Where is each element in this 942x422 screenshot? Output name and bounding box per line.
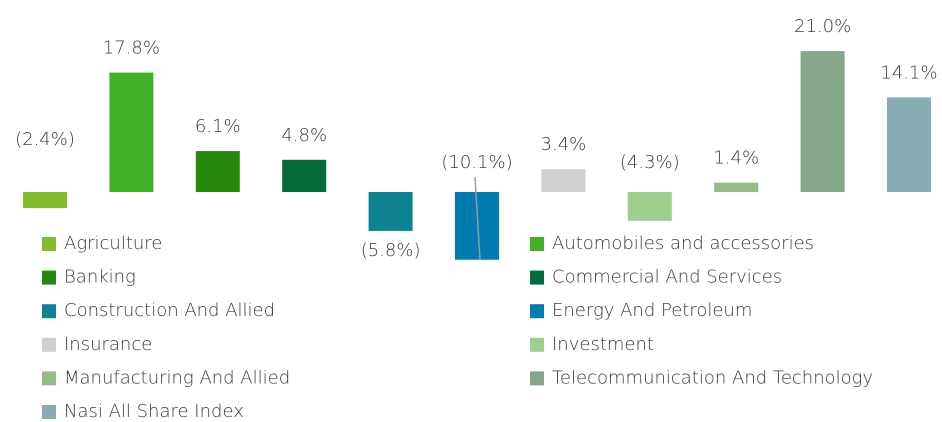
legend-swatch [530, 337, 544, 352]
legend-label: Investment [552, 334, 654, 355]
legend-swatch [530, 371, 544, 386]
legend-swatch [530, 237, 544, 251]
bar [368, 192, 413, 231]
legend-swatch [530, 270, 544, 285]
legend-swatch [42, 371, 56, 386]
data-label: 4.8% [281, 125, 327, 146]
legend-label: Manufacturing And Allied [64, 367, 290, 388]
data-label: (10.1%) [441, 152, 512, 173]
legend-label: Agriculture [64, 233, 162, 254]
bar [195, 151, 240, 192]
bar [541, 169, 586, 192]
legend-swatch [42, 270, 56, 285]
data-label: 14.1% [880, 62, 937, 83]
data-label: 17.8% [103, 38, 160, 59]
data-label: (2.4%) [15, 129, 75, 150]
bar [627, 192, 672, 221]
legend-label: Construction And Allied [64, 300, 275, 321]
leader-line [474, 176, 481, 260]
data-label: 21.0% [794, 16, 851, 37]
legend-label: Telecommunication And Technology [552, 367, 873, 388]
bar [23, 192, 67, 209]
legend-label: Commercial And Services [552, 267, 782, 288]
bar [800, 51, 845, 193]
bar [109, 72, 154, 192]
legend-label: Nasi All Share Index [64, 401, 244, 422]
legend-label: Insurance [64, 334, 152, 355]
bar [887, 97, 931, 192]
legend-swatch [42, 304, 56, 319]
bar [714, 182, 759, 192]
legend-swatch [42, 237, 56, 251]
data-label: (4.3%) [620, 152, 680, 173]
data-label: 6.1% [195, 116, 241, 137]
legend-swatch [42, 405, 56, 419]
data-label: 3.4% [541, 134, 587, 155]
data-label: 1.4% [713, 148, 759, 169]
legend-label: Banking [64, 267, 136, 288]
legend-label: Automobiles and accessories [552, 233, 814, 254]
legend-swatch [530, 304, 544, 319]
legend-swatch [42, 337, 56, 352]
legend-label: Energy And Petroleum [552, 300, 752, 321]
bar [282, 159, 327, 192]
data-label: (5.8%) [361, 240, 421, 261]
